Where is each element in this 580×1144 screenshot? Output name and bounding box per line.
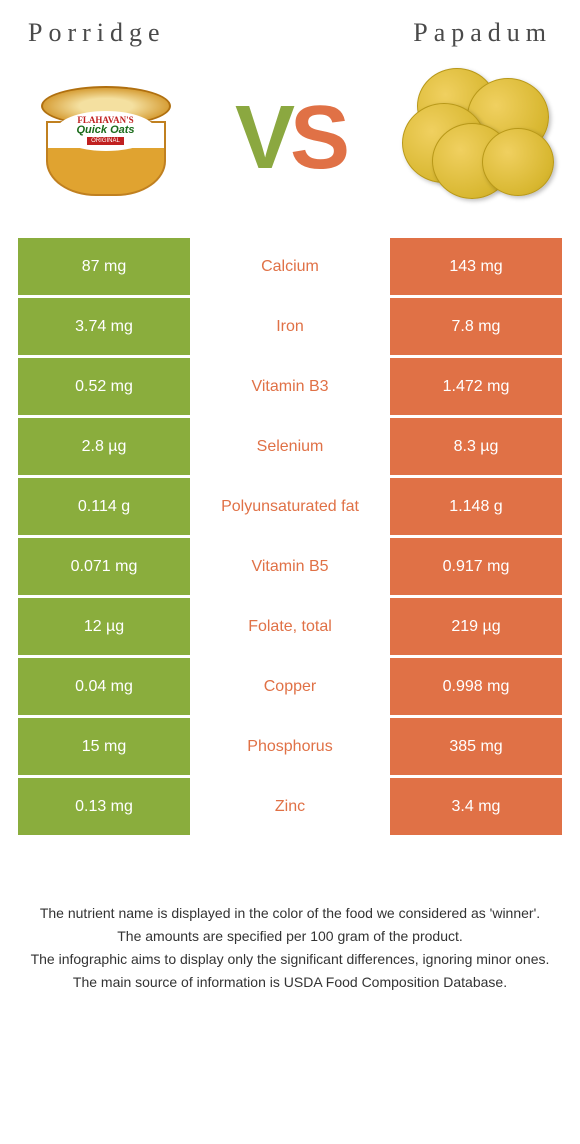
nutrient-label: Phosphorus xyxy=(190,718,390,775)
right-value: 1.148 g xyxy=(390,478,562,535)
left-value: 87 mg xyxy=(18,238,190,295)
table-row: 2.8 µgSelenium8.3 µg xyxy=(18,418,562,478)
titles-row: Porridge Papadum xyxy=(18,18,562,48)
porridge-original: ORIGINAL xyxy=(87,137,124,145)
left-value: 3.74 mg xyxy=(18,298,190,355)
right-value: 385 mg xyxy=(390,718,562,775)
left-value: 0.04 mg xyxy=(18,658,190,715)
right-value: 0.998 mg xyxy=(390,658,562,715)
footnote-line: The amounts are specified per 100 gram o… xyxy=(28,926,552,947)
right-value: 1.472 mg xyxy=(390,358,562,415)
porridge-quick: Quick Oats xyxy=(76,125,134,136)
footnote-line: The infographic aims to display only the… xyxy=(28,949,552,970)
nutrient-label: Polyunsaturated fat xyxy=(190,478,390,535)
table-row: 12 µgFolate, total219 µg xyxy=(18,598,562,658)
table-row: 87 mgCalcium143 mg xyxy=(18,238,562,298)
nutrient-label: Vitamin B5 xyxy=(190,538,390,595)
table-row: 0.04 mgCopper0.998 mg xyxy=(18,658,562,718)
papadum-stack xyxy=(397,68,552,208)
images-row: FLAHAVAN'S Quick Oats ORIGINAL VS xyxy=(18,68,562,208)
table-row: 15 mgPhosphorus385 mg xyxy=(18,718,562,778)
papadum-image xyxy=(397,68,552,208)
nutrient-label: Iron xyxy=(190,298,390,355)
footnote-line: The nutrient name is displayed in the co… xyxy=(28,903,552,924)
right-value: 7.8 mg xyxy=(390,298,562,355)
nutrient-label: Folate, total xyxy=(190,598,390,655)
nutrient-label: Selenium xyxy=(190,418,390,475)
vs-v: V xyxy=(235,88,290,188)
table-row: 3.74 mgIron7.8 mg xyxy=(18,298,562,358)
vs-s: S xyxy=(290,88,345,188)
right-value: 8.3 µg xyxy=(390,418,562,475)
left-value: 0.13 mg xyxy=(18,778,190,835)
nutrient-label: Vitamin B3 xyxy=(190,358,390,415)
left-value: 2.8 µg xyxy=(18,418,190,475)
right-value: 143 mg xyxy=(390,238,562,295)
porridge-image: FLAHAVAN'S Quick Oats ORIGINAL xyxy=(28,68,183,208)
left-value: 0.071 mg xyxy=(18,538,190,595)
nutrient-label: Copper xyxy=(190,658,390,715)
left-value: 15 mg xyxy=(18,718,190,775)
table-row: 0.13 mgZinc3.4 mg xyxy=(18,778,562,838)
nutrient-label: Calcium xyxy=(190,238,390,295)
nutrient-table: 87 mgCalcium143 mg3.74 mgIron7.8 mg0.52 … xyxy=(18,238,562,838)
table-row: 0.071 mgVitamin B50.917 mg xyxy=(18,538,562,598)
table-row: 0.52 mgVitamin B31.472 mg xyxy=(18,358,562,418)
right-value: 3.4 mg xyxy=(390,778,562,835)
left-food-title: Porridge xyxy=(28,18,166,48)
nutrient-label: Zinc xyxy=(190,778,390,835)
left-value: 0.114 g xyxy=(18,478,190,535)
left-value: 0.52 mg xyxy=(18,358,190,415)
right-value: 0.917 mg xyxy=(390,538,562,595)
vs-label: VS xyxy=(235,87,345,190)
right-food-title: Papadum xyxy=(413,18,552,48)
table-row: 0.114 gPolyunsaturated fat1.148 g xyxy=(18,478,562,538)
left-value: 12 µg xyxy=(18,598,190,655)
right-value: 219 µg xyxy=(390,598,562,655)
footnote-line: The main source of information is USDA F… xyxy=(28,972,552,993)
infographic: Porridge Papadum FLAHAVAN'S Quick Oats O… xyxy=(0,0,580,1013)
footnotes: The nutrient name is displayed in the co… xyxy=(18,903,562,993)
